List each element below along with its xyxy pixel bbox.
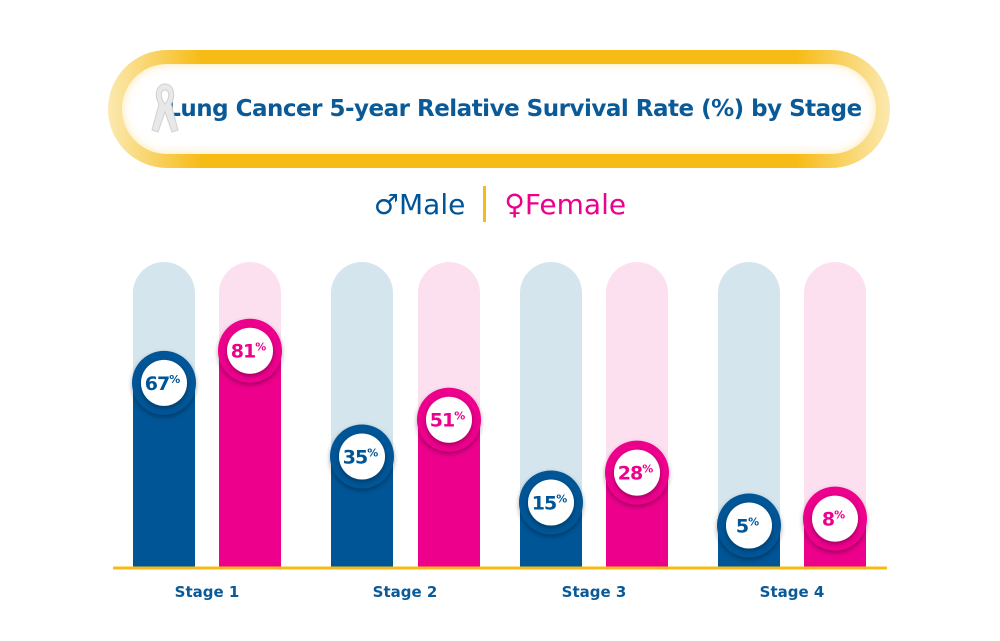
value-badge-inner-male-2 xyxy=(339,433,385,480)
value-badge-inner-female-4 xyxy=(812,495,858,542)
chart-title: Lung Cancer 5-year Relative Survival Rat… xyxy=(166,96,862,122)
x-tick-label-4: Stage 4 xyxy=(760,583,825,601)
percent-sign: % xyxy=(748,516,759,529)
awareness-ribbon-icon xyxy=(151,83,179,133)
percent-sign: % xyxy=(169,373,180,386)
legend-female-label: Female xyxy=(524,187,627,221)
legend-divider xyxy=(483,186,487,222)
legend: ♂ Male ♀ Female xyxy=(0,186,1000,222)
bar-female-1 xyxy=(219,350,281,567)
percent-sign: % xyxy=(367,447,378,460)
value-badge-inner-female-3 xyxy=(614,449,660,496)
track-male-4 xyxy=(718,262,780,567)
title-banner: Lung Cancer 5-year Relative Survival Rat… xyxy=(108,50,890,168)
legend-female-symbol: ♀ xyxy=(504,187,525,221)
value-badge-inner-male-3 xyxy=(528,479,574,526)
percent-sign: % xyxy=(255,341,266,354)
percent-sign: % xyxy=(834,509,845,522)
percent-sign: % xyxy=(642,463,653,476)
value-badge-inner-male-4 xyxy=(726,502,772,549)
x-tick-label-3: Stage 3 xyxy=(562,583,627,601)
title-banner-inner: Lung Cancer 5-year Relative Survival Rat… xyxy=(122,64,876,154)
legend-male-label: Male xyxy=(399,187,466,221)
value-badge-inner-female-1 xyxy=(227,327,273,374)
percent-sign: % xyxy=(454,410,465,423)
value-badge-inner-female-2 xyxy=(426,396,472,443)
value-badge-inner-male-1 xyxy=(141,359,187,406)
x-tick-label-2: Stage 2 xyxy=(373,583,438,601)
percent-sign: % xyxy=(556,493,567,506)
x-tick-label-1: Stage 1 xyxy=(175,583,240,601)
legend-male-symbol: ♂ xyxy=(373,187,399,221)
